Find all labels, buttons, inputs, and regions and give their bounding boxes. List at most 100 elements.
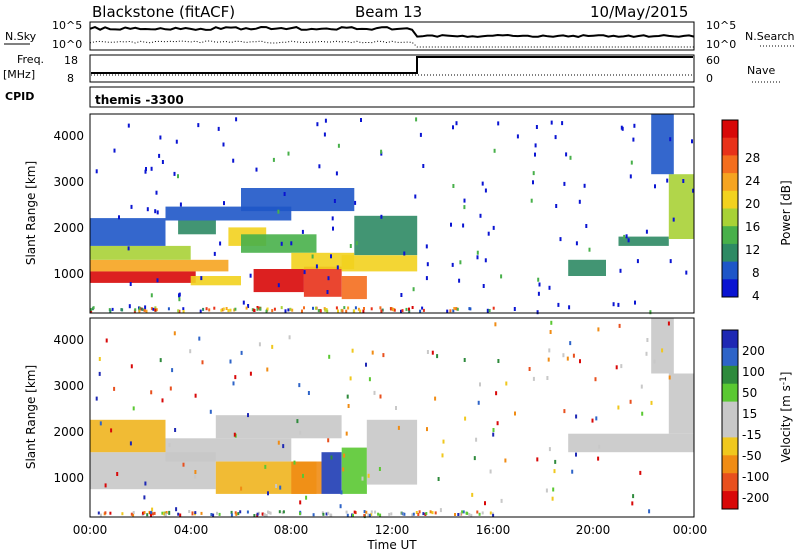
power-ground-speck bbox=[182, 307, 185, 311]
power-ground-speck bbox=[370, 307, 373, 311]
xtick-2400: 00:00 bbox=[673, 523, 708, 537]
velocity-ground-speck bbox=[200, 511, 203, 515]
power-speck bbox=[487, 231, 490, 236]
power-ground-speck bbox=[390, 307, 393, 311]
power-ground-speck bbox=[422, 308, 425, 312]
velocity-speck bbox=[597, 456, 600, 461]
velocity-ground-speck bbox=[411, 513, 414, 517]
power-speck bbox=[516, 134, 519, 139]
velocity-speck bbox=[615, 365, 618, 370]
xtick-0800: 08:00 bbox=[274, 523, 309, 537]
velocity-ground-speck bbox=[457, 513, 460, 516]
freq-panel: Freq. [MHz] 18 8 60 0 Nave bbox=[3, 53, 780, 85]
velocity-speck bbox=[566, 356, 569, 361]
power-panel: Slant Range [km] 1000 2000 3000 4000 28 … bbox=[24, 113, 793, 315]
power-cbar-tick-12: 12 bbox=[745, 243, 760, 257]
power-ground-speck bbox=[221, 308, 224, 312]
power-speck bbox=[568, 305, 571, 310]
power-speck bbox=[284, 309, 287, 314]
power-ground-speck bbox=[280, 306, 283, 310]
velocity-speck bbox=[104, 483, 107, 488]
power-cbar-segment bbox=[722, 279, 738, 298]
power-speck bbox=[492, 225, 495, 230]
velocity-ground-speck bbox=[230, 513, 233, 517]
velocity-speck bbox=[378, 467, 381, 471]
power-region-1 bbox=[90, 259, 229, 272]
velocity-speck bbox=[617, 405, 620, 410]
xtick-0000: 00:00 bbox=[73, 523, 108, 537]
power-ground-speck bbox=[271, 309, 274, 313]
velocity-speck bbox=[132, 406, 135, 411]
velocity-speck bbox=[477, 400, 480, 405]
power-speck bbox=[127, 246, 130, 251]
velocity-speck bbox=[299, 500, 302, 505]
velocity-ground-speck bbox=[468, 513, 471, 516]
power-speck bbox=[578, 199, 581, 204]
power-speck bbox=[326, 290, 329, 294]
nave-tick-top: 60 bbox=[706, 54, 720, 67]
velocity-speck bbox=[113, 386, 116, 391]
velocity-region-10 bbox=[668, 373, 694, 434]
velocity-speck bbox=[475, 437, 478, 442]
power-speck bbox=[645, 229, 648, 234]
nsky-tick-top: 10^5 bbox=[52, 19, 82, 32]
velocity-speck bbox=[496, 421, 499, 426]
power-speck bbox=[493, 148, 496, 153]
power-speck bbox=[617, 302, 620, 307]
velocity-speck bbox=[436, 354, 439, 359]
power-speck bbox=[482, 284, 485, 288]
power-ground-speck bbox=[400, 309, 402, 313]
velocity-speck bbox=[395, 406, 397, 410]
velocity-speck bbox=[569, 341, 572, 346]
power-region-8 bbox=[241, 188, 355, 212]
freq-tick-top: 18 bbox=[64, 54, 78, 67]
power-speck bbox=[691, 139, 693, 144]
noise-panel: N.Sky 10^5 10^0 10^5 10^0 N.Search bbox=[4, 19, 796, 51]
velocity-speck bbox=[648, 509, 651, 514]
velocity-speck bbox=[267, 491, 269, 496]
power-ground-speck bbox=[455, 307, 458, 311]
power-ytick-2000: 2000 bbox=[53, 221, 84, 235]
power-speck bbox=[178, 292, 181, 297]
velocity-ground-speck bbox=[153, 511, 156, 515]
power-speck bbox=[672, 217, 675, 222]
velocity-ground-speck bbox=[237, 512, 240, 516]
cpid-panel: CPID themis -3300 bbox=[5, 86, 695, 108]
power-speck bbox=[272, 157, 275, 162]
nsky-tick-bottom: 10^0 bbox=[52, 38, 82, 51]
velocity-speck bbox=[442, 439, 445, 444]
power-ground-speck bbox=[155, 308, 158, 312]
power-speck bbox=[532, 180, 534, 185]
power-ground-speck bbox=[325, 308, 328, 311]
velocity-speck bbox=[277, 440, 280, 445]
velocity-speck bbox=[397, 425, 400, 430]
velocity-ground-speck bbox=[257, 511, 260, 515]
velocity-speck bbox=[552, 487, 555, 492]
velocity-region-8 bbox=[215, 415, 342, 439]
velocity-ground-speck bbox=[146, 513, 149, 517]
velocity-ground-speck bbox=[264, 513, 266, 517]
velocity-speck bbox=[144, 481, 147, 486]
power-region-17 bbox=[568, 259, 606, 276]
power-region-0 bbox=[90, 271, 196, 283]
velocity-speck bbox=[426, 350, 429, 354]
power-speck bbox=[118, 215, 120, 220]
vel-cbar-tick-15: 15 bbox=[742, 407, 757, 421]
power-cbar-tick-8: 8 bbox=[752, 266, 760, 280]
power-speck bbox=[360, 118, 362, 122]
power-ground-speck bbox=[265, 309, 268, 313]
velocity-ground-speck bbox=[143, 511, 146, 514]
power-speck bbox=[458, 278, 461, 283]
velocity-speck bbox=[620, 364, 623, 369]
velocity-speck bbox=[349, 376, 352, 381]
power-ground-speck bbox=[138, 309, 141, 313]
velocity-speck bbox=[618, 323, 621, 328]
velocity-speck bbox=[328, 354, 331, 359]
velocity-ground-speck bbox=[478, 512, 481, 516]
power-speck bbox=[476, 250, 479, 255]
power-ground-speck bbox=[256, 306, 259, 309]
velocity-speck bbox=[594, 377, 597, 382]
velocity-ground-speck bbox=[379, 513, 382, 517]
velocity-speck bbox=[563, 409, 566, 414]
velocity-speck bbox=[431, 350, 434, 355]
